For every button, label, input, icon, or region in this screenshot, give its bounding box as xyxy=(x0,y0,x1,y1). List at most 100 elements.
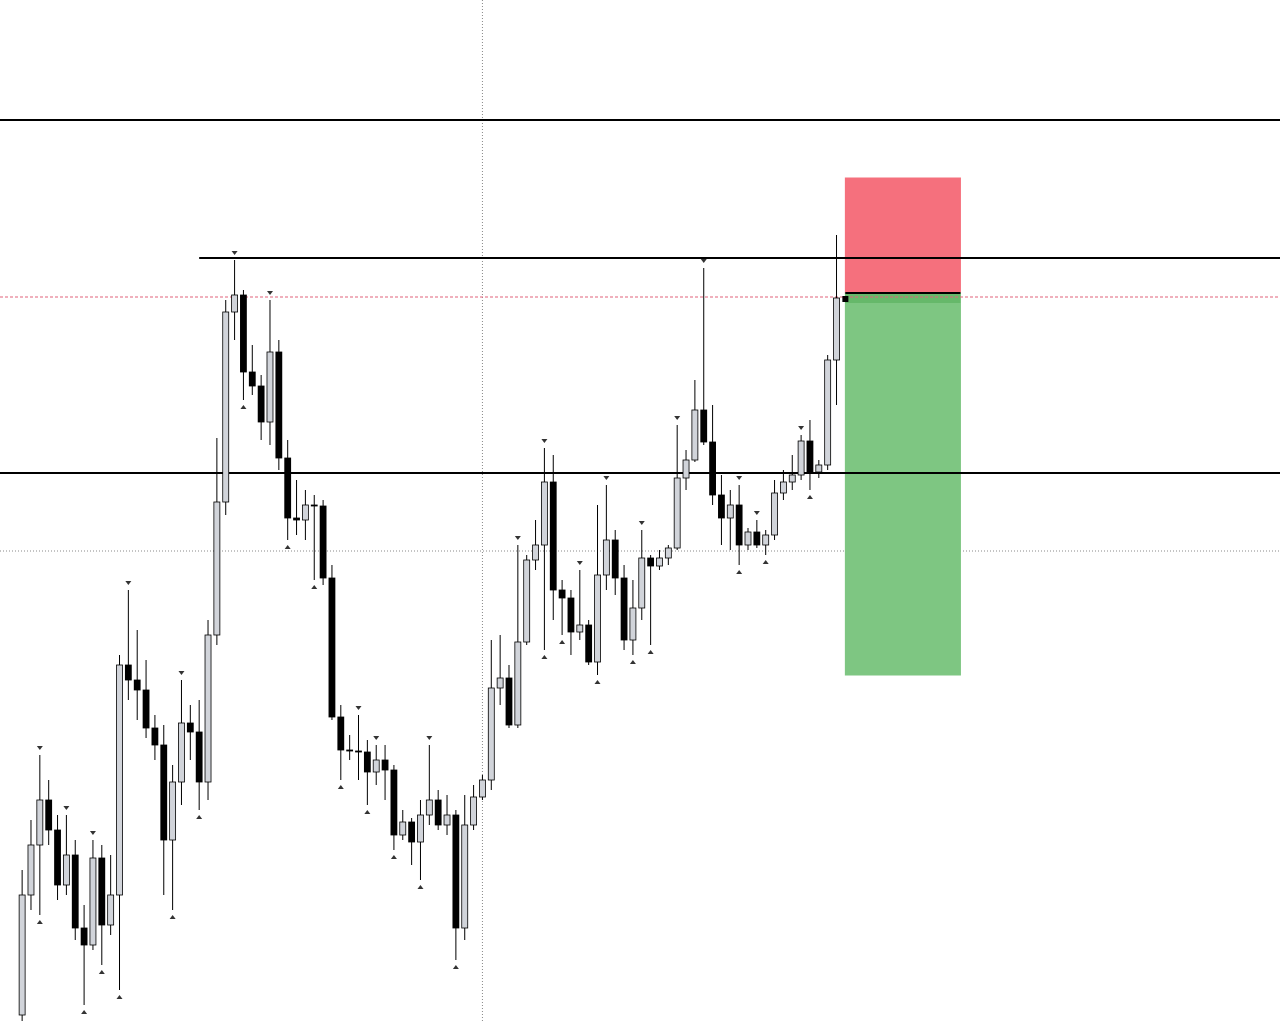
candle-body xyxy=(89,857,97,946)
candle-body xyxy=(425,799,433,816)
candle-body xyxy=(54,829,61,886)
candle-body xyxy=(45,799,53,831)
candle-body xyxy=(240,294,247,373)
candle-body xyxy=(461,824,469,929)
candle-body xyxy=(248,371,256,387)
candle-body xyxy=(505,677,513,726)
fractal-low xyxy=(240,405,247,409)
candle-body xyxy=(620,577,628,641)
candle-body xyxy=(815,464,823,473)
candle-body xyxy=(408,821,416,843)
fractal-high xyxy=(674,416,681,420)
candle-body xyxy=(319,505,327,579)
candle-body xyxy=(540,481,548,546)
candle-body xyxy=(355,750,362,753)
fractal-high xyxy=(373,736,380,740)
candle-body xyxy=(788,474,796,483)
candle-body xyxy=(638,557,646,609)
candle-body xyxy=(399,821,407,836)
candle-body xyxy=(310,504,318,507)
fractal-high xyxy=(426,736,433,740)
candle-body xyxy=(142,689,150,729)
candle-body xyxy=(567,597,575,633)
candle-body xyxy=(479,779,486,798)
candle-body xyxy=(266,351,274,423)
fractal-low xyxy=(541,655,548,659)
candle-body xyxy=(585,624,593,663)
fractal-low xyxy=(559,640,566,644)
candle-body xyxy=(328,577,336,718)
candle-body xyxy=(186,722,194,733)
candle-body xyxy=(735,504,743,546)
candle-body xyxy=(656,557,663,567)
candle-body xyxy=(434,799,442,826)
fractal-high xyxy=(736,476,743,480)
fractal-low xyxy=(736,570,743,574)
candle-body xyxy=(390,769,398,836)
candle-body xyxy=(275,351,283,459)
fractal-low xyxy=(98,970,105,974)
candle-body xyxy=(700,409,708,443)
candle-body xyxy=(80,927,88,946)
fractal-low xyxy=(364,810,371,814)
candle-body xyxy=(780,481,787,494)
fractal-low xyxy=(417,885,424,889)
fractal-high xyxy=(266,291,273,295)
candle-body xyxy=(178,722,185,783)
fractal-high xyxy=(576,561,583,565)
candle-body xyxy=(514,641,522,726)
candle-body xyxy=(532,544,539,561)
candle-body xyxy=(124,664,132,681)
fractal-low xyxy=(116,995,123,999)
fractal-low xyxy=(390,855,397,859)
fractal-high xyxy=(753,511,760,515)
candle-body xyxy=(231,294,238,313)
candle-body xyxy=(372,759,380,773)
fractal-high xyxy=(638,521,645,525)
candle-body xyxy=(611,539,619,579)
fractal-high xyxy=(89,831,96,835)
candle-body xyxy=(664,547,672,559)
candle-body xyxy=(496,677,504,689)
fractal-high xyxy=(36,746,43,750)
candle-body xyxy=(709,441,716,496)
candle-body xyxy=(363,751,371,773)
candle-body xyxy=(726,504,734,519)
candle-body xyxy=(133,679,141,691)
candle-body xyxy=(833,297,840,361)
candle-body xyxy=(576,624,584,633)
fractal-high xyxy=(125,581,132,585)
candle-body xyxy=(771,492,778,536)
candle-body xyxy=(195,731,203,783)
candle-body xyxy=(744,531,752,546)
candle-body xyxy=(169,781,177,841)
candle-body xyxy=(98,857,106,926)
fractal-low xyxy=(647,650,654,654)
fractal-high xyxy=(603,476,610,480)
candle-body xyxy=(753,531,761,546)
candle-body xyxy=(647,557,655,567)
candle-body xyxy=(797,440,805,476)
entry-marker xyxy=(842,296,849,302)
candle-body xyxy=(602,539,610,576)
candle-body xyxy=(36,799,44,846)
fractal-high xyxy=(541,439,548,443)
stop-zone xyxy=(844,177,961,294)
candle-body xyxy=(682,459,690,479)
candle-body xyxy=(257,385,265,423)
candle-body xyxy=(213,501,221,636)
candle-body xyxy=(417,814,424,843)
candle-body xyxy=(381,759,389,771)
fractal-high xyxy=(514,536,521,540)
fractal-low xyxy=(762,560,769,564)
candle-body xyxy=(116,664,123,896)
candle-body xyxy=(151,727,159,746)
candle-body xyxy=(558,589,566,599)
candle-body xyxy=(594,574,601,663)
candle-body xyxy=(470,796,477,826)
fractal-high xyxy=(798,426,805,430)
fractal-low xyxy=(629,660,636,664)
candle-body xyxy=(284,457,292,519)
